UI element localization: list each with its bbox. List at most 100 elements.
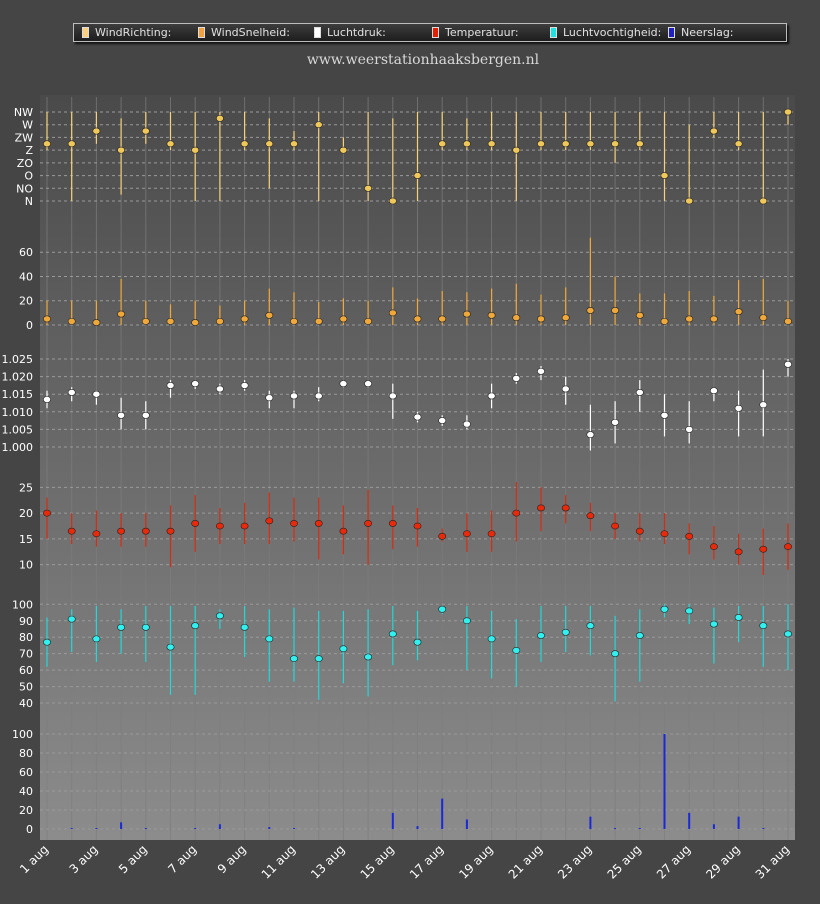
y-tick-label-windrichting: O — [24, 170, 33, 183]
legend-swatch-neerslag — [668, 27, 675, 38]
data-point-windsnelheid — [512, 314, 521, 322]
site-title: www.weerstationhaaksbergen.nl — [306, 52, 540, 68]
x-tick-label: 9 aug — [215, 842, 249, 876]
data-point-temperatuur — [537, 504, 545, 512]
data-point-luchtvochtigheid — [586, 622, 595, 630]
data-point-windsnelheid — [265, 311, 274, 319]
data-point-luchtdruk — [537, 367, 545, 375]
data-point-luchtvochtigheid — [537, 632, 545, 639]
y-tick-label-windsnelheid: 20 — [19, 295, 33, 308]
data-point-luchtvochtigheid — [561, 628, 570, 636]
data-point-luchtdruk — [240, 382, 249, 389]
data-point-temperatuur — [586, 512, 595, 520]
data-point-temperatuur — [438, 532, 447, 540]
precip-bar — [70, 828, 73, 829]
x-tick-label: 25 aug — [605, 842, 644, 881]
data-point-temperatuur — [561, 504, 570, 512]
data-point-temperatuur — [215, 522, 224, 530]
legend-entry-neerslag: Neerslag: — [668, 24, 734, 41]
x-tick-label: 27 aug — [654, 842, 693, 881]
data-point-luchtvochtigheid — [290, 655, 298, 663]
precip-bar — [441, 798, 444, 829]
data-point-luchtvochtigheid — [141, 623, 150, 631]
data-point-windsnelheid — [388, 309, 397, 317]
y-tick-label-temperatuur: 15 — [19, 533, 33, 546]
legend-entry-windsnelheid: WindSnelheid: — [198, 24, 290, 41]
data-point-luchtvochtigheid — [487, 635, 496, 643]
precip-bar — [391, 812, 394, 829]
data-point-luchtdruk — [166, 382, 175, 389]
data-point-luchtvochtigheid — [759, 622, 768, 630]
data-point-windsnelheid — [487, 311, 496, 319]
data-point-windsnelheid — [67, 317, 76, 325]
data-point-luchtdruk — [314, 392, 323, 400]
y-tick-label-luchtvochtigheid: 90 — [19, 615, 33, 628]
data-point-luchtdruk — [265, 394, 274, 402]
data-point-windsnelheid — [92, 319, 101, 326]
data-point-windrichting — [265, 140, 274, 148]
data-point-luchtdruk — [117, 411, 125, 419]
y-tick-label-temperatuur: 25 — [19, 481, 33, 494]
y-tick-label-luchtvochtigheid: 80 — [19, 631, 33, 644]
legend-entry-luchtvochtigheid: Luchtvochtigheid: — [550, 24, 661, 41]
data-point-windrichting — [561, 140, 570, 148]
data-point-windrichting — [611, 140, 619, 148]
data-point-windsnelheid — [314, 317, 323, 325]
data-point-luchtdruk — [611, 418, 619, 426]
data-point-windrichting — [784, 108, 792, 116]
data-point-windsnelheid — [141, 317, 150, 325]
data-point-luchtdruk — [660, 411, 669, 419]
data-point-luchtdruk — [413, 413, 422, 421]
data-point-temperatuur — [710, 543, 718, 551]
data-point-windrichting — [67, 140, 76, 148]
data-point-windsnelheid — [685, 315, 694, 323]
data-point-temperatuur — [364, 520, 372, 527]
data-point-windrichting — [586, 140, 595, 148]
data-point-luchtvochtigheid — [512, 646, 521, 654]
data-point-luchtdruk — [191, 380, 200, 388]
data-point-windrichting — [734, 140, 743, 148]
data-point-luchtdruk — [512, 374, 521, 382]
data-point-luchtdruk — [364, 380, 372, 388]
data-point-luchtvochtigheid — [240, 623, 249, 631]
data-point-temperatuur — [635, 527, 644, 535]
precip-bar — [120, 822, 123, 829]
data-point-windsnelheid — [191, 319, 200, 326]
data-point-windsnelheid — [710, 315, 718, 323]
data-point-luchtvochtigheid — [191, 622, 200, 630]
y-tick-label-luchtdruk: 1.020 — [2, 371, 34, 384]
chart-legend: WindRichting: WindSnelheid: Luchtdruk: T… — [73, 23, 787, 42]
data-point-luchtvochtigheid — [611, 650, 619, 658]
data-point-temperatuur — [314, 520, 323, 527]
y-tick-label-windrichting: ZO — [17, 157, 34, 170]
data-point-luchtdruk — [388, 392, 397, 400]
data-point-temperatuur — [413, 522, 422, 530]
x-tick-label: 23 aug — [555, 842, 594, 881]
y-tick-label-luchtvochtigheid: 100 — [12, 598, 33, 611]
x-tick-label: 3 aug — [67, 842, 101, 876]
data-point-temperatuur — [759, 545, 768, 553]
precip-bar — [95, 828, 98, 829]
data-point-luchtvochtigheid — [710, 620, 718, 628]
y-tick-label-windrichting: NO — [16, 182, 33, 195]
data-point-luchtdruk — [141, 411, 150, 419]
data-point-luchtvochtigheid — [166, 643, 175, 651]
data-point-windsnelheid — [339, 315, 348, 323]
data-point-temperatuur — [611, 522, 619, 530]
legend-label-temperatuur: Temperatuur: — [445, 26, 519, 39]
y-tick-label-neerslag: 60 — [19, 766, 33, 779]
precip-bar — [194, 828, 197, 829]
precip-bar — [268, 827, 271, 829]
data-point-windrichting — [92, 127, 101, 135]
x-tick-label: 21 aug — [506, 842, 545, 881]
legend-label-luchtdruk: Luchtdruk: — [327, 26, 386, 39]
data-point-windsnelheid — [635, 311, 644, 319]
precip-bar — [589, 816, 592, 829]
data-point-windrichting — [364, 184, 372, 192]
data-point-windrichting — [462, 140, 471, 148]
data-point-luchtdruk — [67, 389, 76, 396]
data-point-luchtvochtigheid — [117, 623, 125, 631]
data-point-windsnelheid — [660, 317, 669, 325]
precip-bar — [218, 824, 221, 829]
